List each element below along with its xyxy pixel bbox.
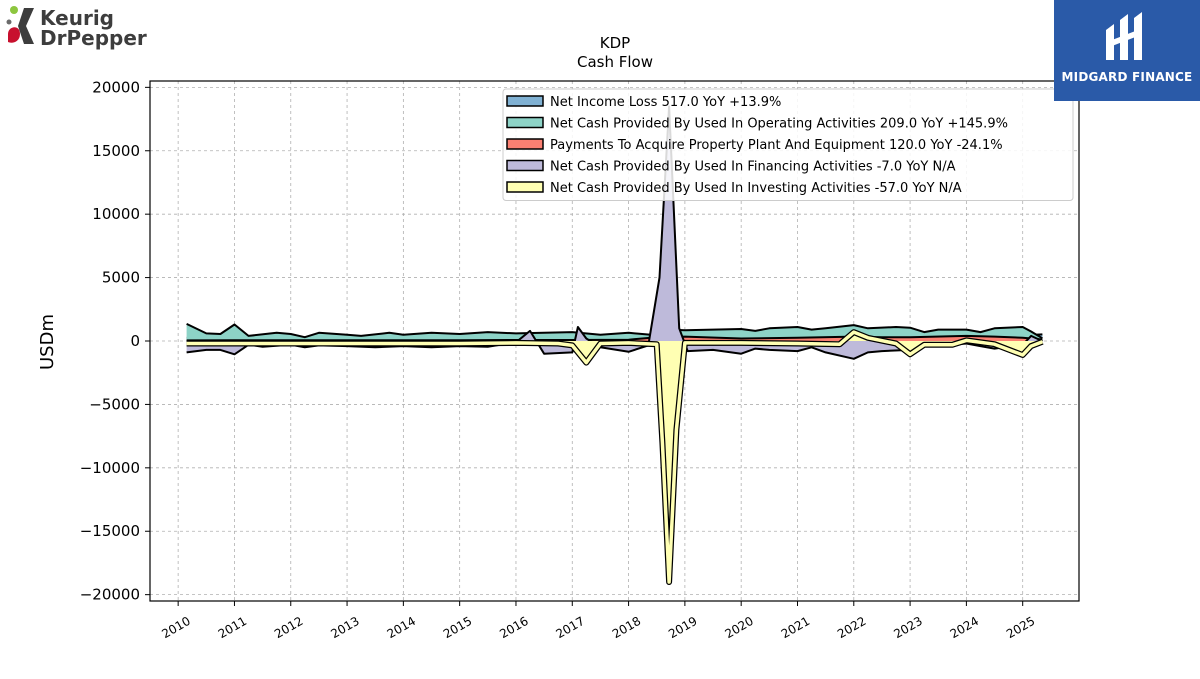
x-tick-label-5: 2015 (441, 614, 474, 641)
x-tick-label-14: 2024 (948, 614, 981, 641)
legend-swatch-1 (506, 116, 544, 129)
y-tick-label-8: −20000 (80, 586, 140, 604)
keurig-drpepper-logo: Keurig DrPepper (4, 4, 164, 50)
midgard-finance-logo: MIDGARD FINANCE (1054, 0, 1200, 101)
chart-subtitle: Cash Flow (577, 53, 653, 71)
chart-title: KDP (600, 34, 630, 52)
series-line-4 (186, 330, 1044, 584)
y-axis-ticks: 20000 15000 10000 5000 0 −5000 −10000 −15000 −20… (80, 78, 150, 604)
x-tick-label-2: 2012 (272, 614, 305, 641)
midgard-finance-text: MIDGARD FINANCE (1061, 70, 1193, 84)
y-tick-label-0: 20000 (92, 78, 140, 96)
logo-small-dot-icon (6, 19, 12, 25)
y-tick-label-5: −5000 (89, 395, 140, 413)
series-outline-4 (186, 329, 1044, 585)
y-tick-label-1: 15000 (92, 142, 140, 160)
legend-swatch-4 (506, 181, 544, 193)
logo-leaf-dot-icon (10, 6, 18, 14)
y-tick-label-4: 0 (130, 332, 140, 350)
x-tick-label-13: 2023 (891, 614, 924, 641)
y-tick-label-3: 5000 (102, 269, 140, 287)
legend-label-3: Net Cash Provided By Used In Financing A… (550, 160, 956, 175)
logo-line1: Keurig (40, 6, 114, 30)
x-tick-label-11: 2021 (779, 614, 812, 641)
y-axis-label: USDm (37, 314, 58, 370)
y-tick-label-6: −10000 (80, 459, 140, 477)
x-tick-label-8: 2018 (610, 614, 643, 641)
legend-box (502, 88, 1074, 201)
legend-label-2: Payments To Acquire Property Plant And E… (550, 138, 1003, 153)
legend-swatch-2 (506, 138, 544, 150)
logo-heart-icon (8, 27, 20, 43)
series-areas (186, 105, 1044, 585)
legend-swatch-3 (506, 159, 544, 172)
x-tick-label-1: 2011 (216, 614, 249, 641)
x-tick-label-3: 2013 (328, 614, 361, 641)
x-tick-label-7: 2017 (554, 614, 587, 641)
midgard-mark-icon (1106, 12, 1142, 60)
y-tick-label-2: 10000 (92, 205, 140, 223)
legend-label-1: Net Cash Provided By Used In Operating A… (550, 117, 1008, 132)
x-tick-label-0: 2010 (159, 614, 192, 641)
x-tick-label-10: 2020 (722, 614, 755, 641)
legend-label-4: Net Cash Provided By Used In Investing A… (550, 181, 962, 196)
series-area-4 (186, 332, 1043, 582)
x-tick-label-6: 2016 (497, 614, 530, 641)
legend-label-0: Net Income Loss 517.0 YoY +13.9% (550, 95, 781, 110)
x-tick-label-12: 2022 (835, 614, 868, 641)
x-tick-label-9: 2019 (666, 614, 699, 641)
y-tick-label-7: −15000 (80, 522, 140, 540)
x-axis-ticks: 2010 2011 2012 2013 2014 2015 2016 2017 2018 2019… (159, 601, 1037, 641)
logo-line2: DrPepper (40, 26, 147, 50)
x-tick-label-15: 2025 (1004, 614, 1037, 641)
logo-k-mark-icon (18, 8, 34, 44)
x-tick-label-4: 2014 (385, 614, 418, 641)
legend-swatch-0 (506, 95, 544, 107)
legend: Net Income Loss 517.0 YoY +13.9% Net Cash… (502, 88, 1074, 201)
